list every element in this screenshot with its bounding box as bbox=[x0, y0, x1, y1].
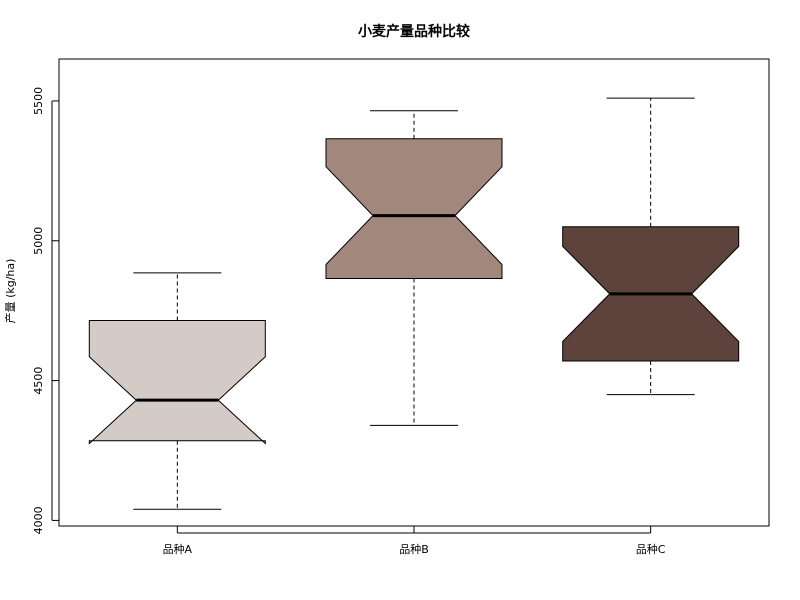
y-axis: 4000 4500 5000 5500 bbox=[32, 87, 59, 534]
y-tick-label: 5500 bbox=[32, 87, 45, 115]
x-tick-label: 品种C bbox=[636, 542, 666, 556]
y-tick-label: 4000 bbox=[32, 506, 45, 534]
boxes-layer bbox=[88, 97, 740, 510]
x-tick-label: 品种A bbox=[163, 542, 193, 556]
y-tick-label: 5000 bbox=[32, 227, 45, 255]
x-tick-label: 品种B bbox=[399, 542, 429, 556]
x-axis: 品种A 品种B 品种C bbox=[163, 526, 666, 556]
notched-box bbox=[88, 320, 266, 445]
notched-box bbox=[325, 138, 503, 279]
box-2 bbox=[325, 110, 503, 426]
y-axis-label: 产量 (kg/ha) bbox=[3, 259, 17, 324]
box-1 bbox=[88, 272, 266, 510]
box-3 bbox=[562, 97, 740, 396]
y-tick-label: 4500 bbox=[32, 367, 45, 395]
chart-title: 小麦产量品种比较 bbox=[358, 23, 470, 40]
